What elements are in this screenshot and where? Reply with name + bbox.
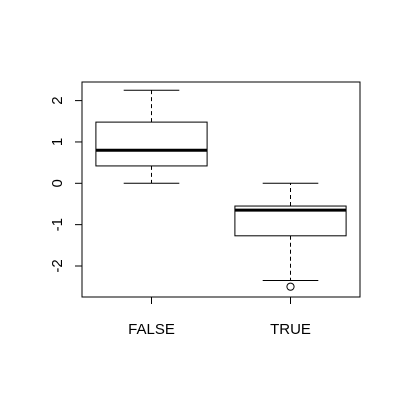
y-tick-label: 1 (49, 138, 66, 146)
y-tick-label: 2 (49, 96, 66, 104)
y-tick-label: 0 (49, 179, 66, 187)
x-tick-label: TRUE (270, 321, 311, 338)
outlier-point (286, 282, 295, 291)
box-group-true (234, 182, 347, 291)
axes: FALSE TRUE -2 -1 0 1 2 (49, 81, 361, 338)
y-tick-label: -1 (49, 218, 66, 231)
box-group-false (95, 89, 208, 184)
box (95, 121, 208, 167)
y-tick-label: -2 (49, 259, 66, 272)
plot-area (95, 89, 347, 291)
x-tick-label: FALSE (128, 321, 175, 338)
plot-frame (81, 81, 361, 298)
